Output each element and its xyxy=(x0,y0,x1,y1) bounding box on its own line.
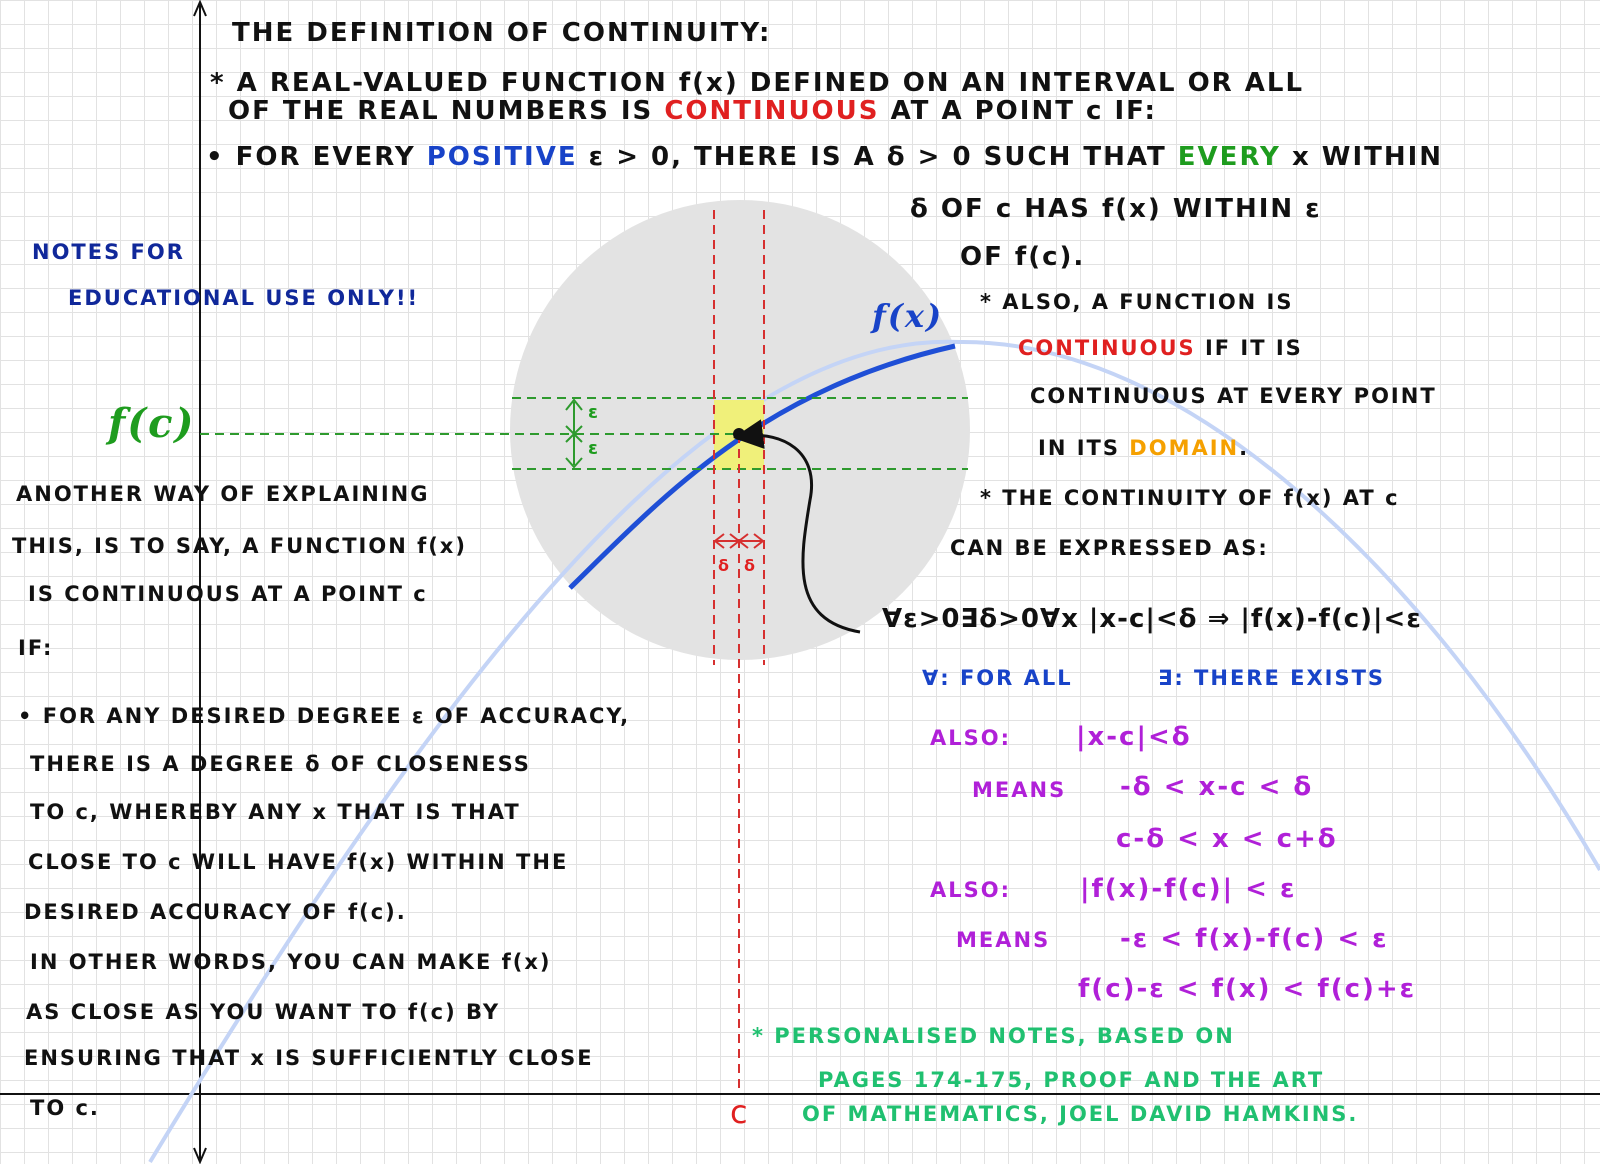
delta-label-right: δ xyxy=(744,556,755,575)
continuous-highlight: CONTINUOUS xyxy=(664,96,880,126)
closeness-line-1: • FOR ANY DESIRED DEGREE ε OF ACCURACY, xyxy=(18,704,631,728)
footnote-line-3: OF MATHEMATICS, JOEL DAVID HAMKINS. xyxy=(802,1102,1359,1126)
definition-bullet: • FOR EVERY POSITIVE ε > 0, THERE IS A δ… xyxy=(206,144,1443,170)
definition-line-5: OF f(c). xyxy=(960,242,1086,272)
bullet-end-text: x WITHIN xyxy=(1291,142,1444,172)
closeness-line-7: AS CLOSE AS YOU WANT TO f(c) BY xyxy=(26,1000,501,1024)
another-way-line-1: ANOTHER WAY OF EXPLAINING xyxy=(16,482,430,506)
positive-highlight: POSITIVE xyxy=(426,142,578,172)
forall-legend: ∀: FOR ALL xyxy=(922,666,1073,690)
closeness-line-5: DESIRED ACCURACY OF f(c). xyxy=(24,900,407,924)
function-curve xyxy=(568,343,956,590)
definition-line-1: * A REAL-VALUED FUNCTION f(x) DEFINED ON… xyxy=(210,68,1305,98)
another-way-line-3: IS CONTINUOUS AT A POINT c xyxy=(28,582,428,606)
exists-legend: ∃: THERE EXISTS xyxy=(1158,666,1386,690)
also-function-line-1: * ALSO, A FUNCTION IS xyxy=(980,290,1294,314)
closeness-line-3: TO c, WHEREBY ANY x THAT IS THAT xyxy=(30,800,521,824)
footnote-line-1: * PERSONALISED NOTES, BASED ON xyxy=(752,1024,1235,1048)
expression-line-1: * THE CONTINUITY OF f(x) AT c xyxy=(980,486,1400,510)
continuous-highlight-2: CONTINUOUS xyxy=(1018,336,1196,360)
page-title: THE DEFINITION OF CONTINUITY: xyxy=(232,18,772,48)
bullet-middle-text: ε > 0, THERE IS A δ > 0 SUCH THAT xyxy=(588,142,1167,172)
c-axis-label: c xyxy=(730,1093,750,1131)
footnote-line-2: PAGES 174-175, PROOF AND THE ART xyxy=(818,1068,1325,1092)
domain-highlight: DOMAIN xyxy=(1129,436,1240,460)
also-function-line-4: IN ITS DOMAIN. xyxy=(1038,438,1249,459)
continuity-formula: ∀ε>0∃δ>0∀x |x-c|<δ ⇒ |f(x)-f(c)|<ε xyxy=(882,604,1422,634)
also-function-line-2: CONTINUOUS IF IT IS xyxy=(1018,338,1303,359)
inequality-2: c-δ < x < c+δ xyxy=(1116,824,1338,854)
epsilon-arrowheads xyxy=(565,398,583,469)
also-function-in-its: IN ITS xyxy=(1038,436,1120,460)
also-label-2: ALSO: xyxy=(930,878,1012,902)
also-function-period: . xyxy=(1239,436,1250,460)
also-function-line-3: CONTINUOUS AT EVERY POINT xyxy=(1030,384,1437,408)
closeness-line-6: IN OTHER WORDS, YOU CAN MAKE f(x) xyxy=(30,950,552,974)
expression-line-2: CAN BE EXPRESSED AS: xyxy=(950,536,1269,560)
point-c-fc xyxy=(733,428,745,440)
definition-text: OF THE REAL NUMBERS IS xyxy=(228,96,654,126)
side-note-line-2: EDUCATIONAL USE ONLY!! xyxy=(68,286,420,310)
abs-inequality-1: |x-c|<δ xyxy=(1076,722,1192,752)
definition-line-2: OF THE REAL NUMBERS IS CONTINUOUS AT A P… xyxy=(228,98,1157,124)
closeness-line-9: TO c. xyxy=(30,1096,100,1120)
closeness-line-2: THERE IS A DEGREE δ OF CLOSENESS xyxy=(30,752,531,776)
another-way-line-2: THIS, IS TO SAY, A FUNCTION f(x) xyxy=(12,534,467,558)
curve-label: f(x) xyxy=(872,297,944,335)
epsilon-label-lower: ε xyxy=(588,438,601,459)
closeness-line-4: CLOSE TO c WILL HAVE f(x) WITHIN THE xyxy=(28,850,569,874)
every-highlight: EVERY xyxy=(1177,142,1281,172)
y-axis-arrow-top xyxy=(193,0,207,17)
bullet-text: • FOR EVERY xyxy=(206,142,416,172)
definition-text-end: AT A POINT c IF: xyxy=(890,96,1157,126)
delta-label-left: δ xyxy=(718,556,729,575)
pointer-arrow xyxy=(733,419,861,634)
delta-arrowheads xyxy=(713,533,765,549)
faint-function-curve xyxy=(148,339,1600,1164)
definition-line-4: δ OF c HAS f(x) WITHIN ε xyxy=(910,194,1322,224)
fc-label: f(c) xyxy=(108,400,196,447)
abs-inequality-2: |f(x)-f(c)| < ε xyxy=(1080,874,1297,904)
inequality-1: -δ < x-c < δ xyxy=(1120,772,1314,802)
side-note-line-1: NOTES FOR xyxy=(32,240,185,264)
inequality-3: -ε < f(x)-f(c) < ε xyxy=(1120,924,1389,954)
closeness-line-8: ENSURING THAT x IS SUFFICIENTLY CLOSE xyxy=(24,1046,594,1070)
also-label-1: ALSO: xyxy=(930,726,1012,750)
another-way-line-4: IF: xyxy=(18,636,54,660)
y-axis-arrow-bottom xyxy=(193,1147,207,1164)
inequality-4: f(c)-ε < f(x) < f(c)+ε xyxy=(1078,974,1417,1004)
means-label-2: MEANS xyxy=(956,928,1051,952)
epsilon-label-upper: ε xyxy=(588,402,601,423)
also-function-text: IF IT IS xyxy=(1204,336,1303,360)
means-label-1: MEANS xyxy=(972,778,1067,802)
